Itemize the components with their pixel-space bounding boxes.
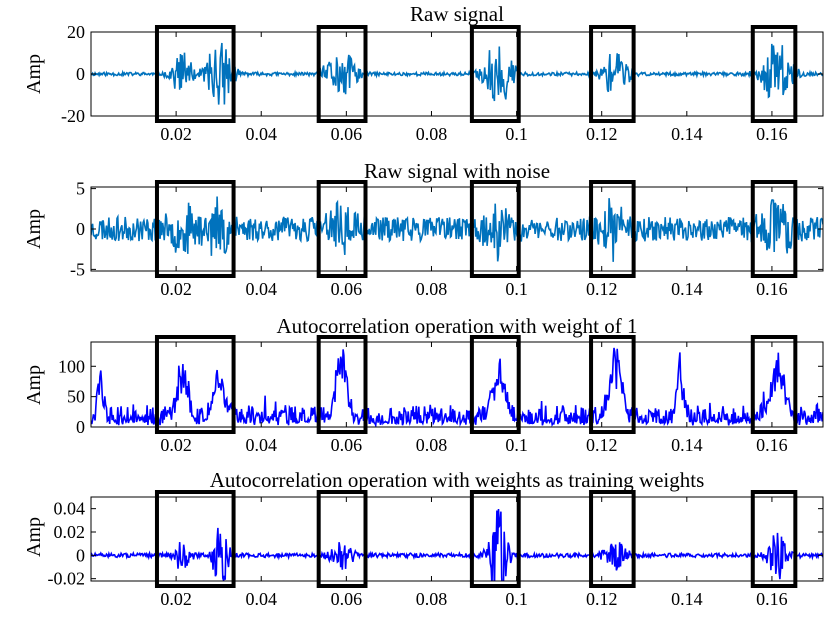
highlight-window [469,25,521,123]
subplot-1-ylabel: Amp [23,54,45,94]
subplot-2-title: Raw signal with noise [364,159,550,183]
x-tick-label: 0.12 [586,279,618,299]
x-tick-label: 0.14 [671,589,703,609]
y-tick-label: 0 [76,64,85,84]
highlight-window [750,490,798,588]
subplot-3-title: Autocorrelation operation with weight of… [277,314,638,338]
subplot-4-title: Autocorrelation operation with weights a… [210,468,705,492]
highlight-window [154,490,236,588]
x-tick-label: 0.16 [756,589,788,609]
highlight-window [750,25,798,123]
x-tick-label: 0.08 [416,279,448,299]
y-tick-label: 100 [58,356,85,376]
highlight-window [316,180,368,278]
highlight-window [750,180,798,278]
subplot-2: Raw signal with noise Amp 0.02 0.04 0.06 0.… [23,159,824,299]
x-tick-label: 0.1 [505,124,528,144]
x-tick-label: 0.14 [671,435,703,455]
y-tick-label: -20 [61,106,85,126]
x-tick-label: 0.02 [160,279,192,299]
x-tick-label: 0.04 [245,589,277,609]
series-line [91,347,823,427]
x-tick-label: 0.16 [756,435,788,455]
x-tick-label: 0.1 [505,279,528,299]
subplot-3: Autocorrelation operation with weight of… [23,314,824,455]
y-tick-label: 0.04 [54,499,86,519]
highlight-window [154,335,236,434]
x-tick-label: 0.04 [245,279,277,299]
y-tick-label: 0.02 [54,522,86,542]
x-tick-label: 0.1 [505,435,528,455]
highlight-window [589,490,636,588]
highlight-window [750,335,798,434]
x-tick-label: 0.04 [245,435,277,455]
highlight-window [589,335,636,434]
x-tick-label: 0.02 [160,124,192,144]
subplot-3-ylabel: Amp [23,365,45,405]
x-tick-label: 0.12 [586,589,618,609]
x-tick-label: 0.1 [505,589,528,609]
highlight-window [316,25,368,123]
x-tick-label: 0.06 [331,279,363,299]
x-tick-label: 0.14 [671,279,703,299]
x-tick-label: 0.12 [586,124,618,144]
y-tick-label: -5 [70,259,85,279]
y-tick-label: -0.02 [48,569,86,589]
x-tick-label: 0.06 [331,435,363,455]
highlight-window [154,25,236,123]
series-line [91,508,823,581]
subplot-4: Autocorrelation operation with weights a… [23,468,824,609]
x-tick-label: 0.14 [671,124,703,144]
x-tick-label: 0.02 [160,435,192,455]
y-tick-label: 50 [67,387,85,407]
y-tick-label: 0 [76,417,85,437]
highlight-window [469,180,521,278]
x-tick-label: 0.04 [245,124,277,144]
y-tick-label: 0 [76,219,85,239]
subplot-1-title: Raw signal [410,2,504,26]
highlight-window [589,180,636,278]
series-line [91,42,823,105]
y-tick-label: 0 [76,545,85,565]
subplot-4-ylabel: Amp [23,517,45,557]
x-tick-label: 0.08 [416,435,448,455]
highlight-window [469,335,521,434]
x-tick-label: 0.16 [756,279,788,299]
x-tick-label: 0.06 [331,124,363,144]
highlight-window [316,490,368,588]
x-tick-label: 0.02 [160,589,192,609]
series-line [91,196,823,262]
x-tick-label: 0.06 [331,589,363,609]
highlight-window [316,335,368,434]
axes-box [90,341,824,428]
highlight-window [469,490,521,588]
x-tick-label: 0.08 [416,589,448,609]
y-tick-label: 5 [76,179,85,199]
y-tick-label: 20 [67,22,85,42]
highlight-window [589,25,636,123]
x-tick-label: 0.16 [756,124,788,144]
highlight-window [154,180,236,278]
axes-box [90,496,824,582]
x-tick-label: 0.08 [416,124,448,144]
x-tick-label: 0.12 [586,435,618,455]
subplot-2-ylabel: Amp [23,209,45,249]
subplot-1: Raw signal Amp 0.02 0.04 0.06 0.08 0.1 0.12 0.… [23,2,824,144]
